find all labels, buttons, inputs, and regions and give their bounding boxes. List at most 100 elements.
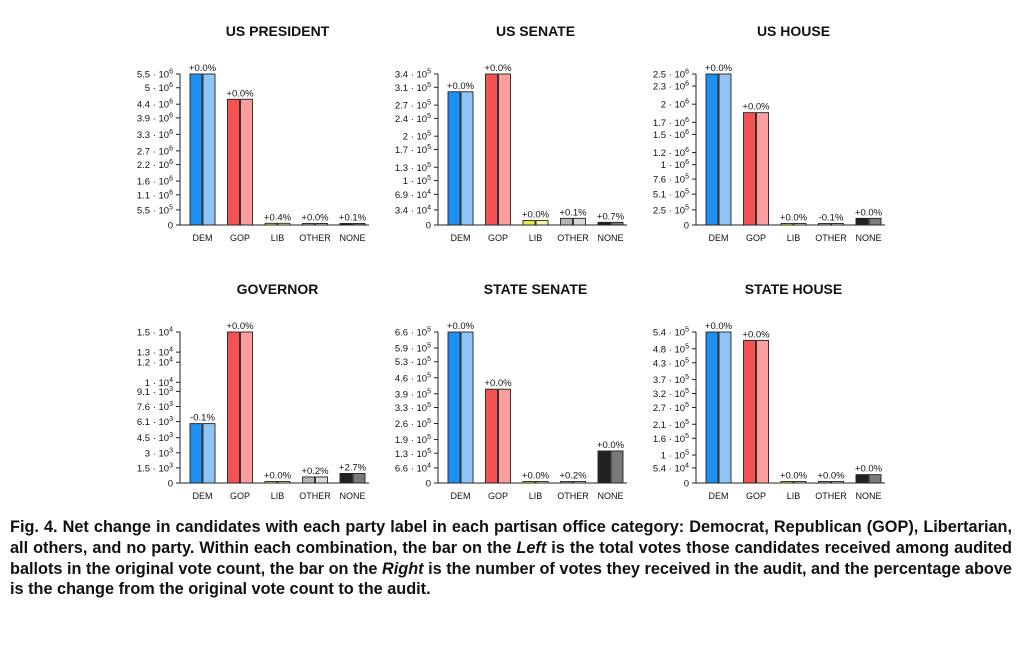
- caption-right-word: Right: [382, 559, 424, 578]
- y-tick-label: 1.1 · 106: [137, 189, 173, 201]
- x-category-label: DEM: [193, 233, 213, 243]
- bar-dem-audit: [202, 73, 216, 226]
- y-tick-label: 2.5 · 105: [653, 204, 689, 216]
- change-label: +0.0%: [226, 88, 254, 99]
- x-category-label: GOP: [746, 233, 766, 243]
- y-tick-label: 3.3 · 106: [137, 129, 173, 141]
- bar-gop-original: [485, 73, 498, 226]
- y-tick-exponent: 6: [169, 159, 173, 166]
- x-category-label: LIB: [529, 233, 543, 243]
- x-category-label: NONE: [597, 491, 623, 501]
- caption-part1: Fig. 4. Net change in candidates with ea…: [10, 518, 1012, 557]
- x-category-label: LIB: [529, 491, 543, 501]
- bar-gop-original: [485, 388, 498, 484]
- x-category-label: LIB: [787, 233, 801, 243]
- bar-gop-audit: [498, 73, 511, 226]
- y-tick-exponent: 5: [685, 357, 689, 364]
- x-category-label: DEM: [451, 233, 471, 243]
- y-tick-exponent: 5: [685, 450, 689, 457]
- bar-dem-original: [447, 331, 461, 484]
- y-tick-exponent: 4: [169, 347, 173, 354]
- y-tick-exponent: 3: [169, 432, 173, 439]
- y-tick-exponent: 6: [169, 69, 173, 76]
- bar-gop-audit: [498, 388, 511, 484]
- y-tick-exponent: 5: [427, 343, 431, 350]
- y-tick-label: 9.1 · 103: [137, 386, 173, 398]
- bar-other-audit: [573, 481, 586, 484]
- bar-dem-audit: [718, 73, 732, 226]
- y-tick-exponent: 6: [685, 117, 689, 124]
- bar-dem-original: [189, 423, 203, 484]
- y-tick-exponent: 3: [169, 416, 173, 423]
- y-tick-exponent: 6: [169, 82, 173, 89]
- y-tick-label: 3.1 · 105: [395, 82, 431, 94]
- bar-lib-audit: [793, 481, 807, 484]
- y-tick-exponent: 5: [685, 343, 689, 350]
- y-tick-label: 5.3 · 105: [395, 356, 431, 368]
- y-tick-exponent: 6: [169, 176, 173, 183]
- y-tick-label: 0: [684, 221, 689, 232]
- x-category-label: NONE: [597, 233, 623, 243]
- bar-lib-original: [264, 481, 278, 484]
- y-tick-label: 6.9 · 104: [395, 189, 431, 201]
- bar-lib-original: [780, 223, 794, 226]
- bar-lib-original: [522, 220, 536, 226]
- y-tick-exponent: 3: [169, 386, 173, 393]
- y-tick-label: 6.6 · 104: [395, 462, 431, 474]
- y-tick-label: 5.5 · 106: [137, 69, 173, 81]
- x-category-label: NONE: [339, 233, 365, 243]
- bar-other-audit: [573, 217, 586, 226]
- change-label: -0.1%: [190, 413, 215, 424]
- bar-none-audit: [868, 217, 882, 226]
- y-tick-label: 0: [168, 221, 173, 232]
- x-category-label: OTHER: [815, 233, 847, 243]
- y-tick-label: 6.1 · 103: [137, 416, 173, 428]
- panel-title: GOVERNOR: [237, 281, 319, 297]
- figure-caption: Fig. 4. Net change in candidates with ea…: [10, 517, 1012, 600]
- y-tick-label: 1.3 · 105: [395, 162, 431, 174]
- change-label: +0.2%: [559, 471, 587, 482]
- y-tick-label: 4.5 · 103: [137, 432, 173, 444]
- bar-gop-audit: [756, 112, 769, 226]
- y-tick-label: 3.4 · 104: [395, 204, 431, 216]
- y-tick-label: 5.9 · 105: [395, 343, 431, 355]
- x-category-label: DEM: [193, 491, 213, 501]
- bar-lib-audit: [793, 223, 807, 226]
- y-tick-exponent: 5: [685, 402, 689, 409]
- bar-none-original: [855, 474, 869, 484]
- bar-none-original: [339, 472, 353, 484]
- bar-dem-audit: [202, 423, 216, 484]
- y-tick-label: 1 · 104: [145, 377, 173, 389]
- panel-title: US PRESIDENT: [226, 23, 330, 39]
- change-label: +0.0%: [447, 81, 475, 92]
- x-category-label: OTHER: [557, 233, 589, 243]
- caption-part2: is the total votes those candidates rece…: [10, 538, 1012, 578]
- y-tick-exponent: 5: [685, 327, 689, 334]
- bar-none-audit: [868, 474, 882, 484]
- y-tick-exponent: 4: [427, 462, 431, 469]
- y-tick-exponent: 3: [169, 401, 173, 408]
- y-tick-exponent: 5: [685, 419, 689, 426]
- y-tick-label: 2.4 · 105: [395, 113, 431, 125]
- y-tick-exponent: 5: [427, 388, 431, 395]
- y-tick-label: 3.7 · 105: [653, 374, 689, 386]
- y-tick-label: 2.5 · 106: [653, 69, 689, 81]
- y-tick-exponent: 6: [685, 99, 689, 106]
- bar-gop-original: [743, 339, 756, 484]
- bar-lib-audit: [535, 220, 549, 226]
- bar-lib-audit: [277, 222, 291, 226]
- change-label: +0.2%: [301, 466, 329, 477]
- panel-title: US SENATE: [496, 23, 575, 39]
- bar-other-original: [818, 223, 831, 226]
- y-tick-exponent: 5: [427, 434, 431, 441]
- y-tick-label: 5.1 · 105: [653, 189, 689, 201]
- change-label: +0.0%: [226, 321, 254, 332]
- bar-gop-audit: [756, 339, 769, 484]
- x-category-label: OTHER: [299, 233, 331, 243]
- panel-title: STATE SENATE: [484, 281, 587, 297]
- y-tick-label: 7.6 · 103: [137, 401, 173, 413]
- bar-none-original: [339, 223, 353, 226]
- change-label: +0.0%: [264, 471, 292, 482]
- bar-gop-original: [227, 331, 240, 484]
